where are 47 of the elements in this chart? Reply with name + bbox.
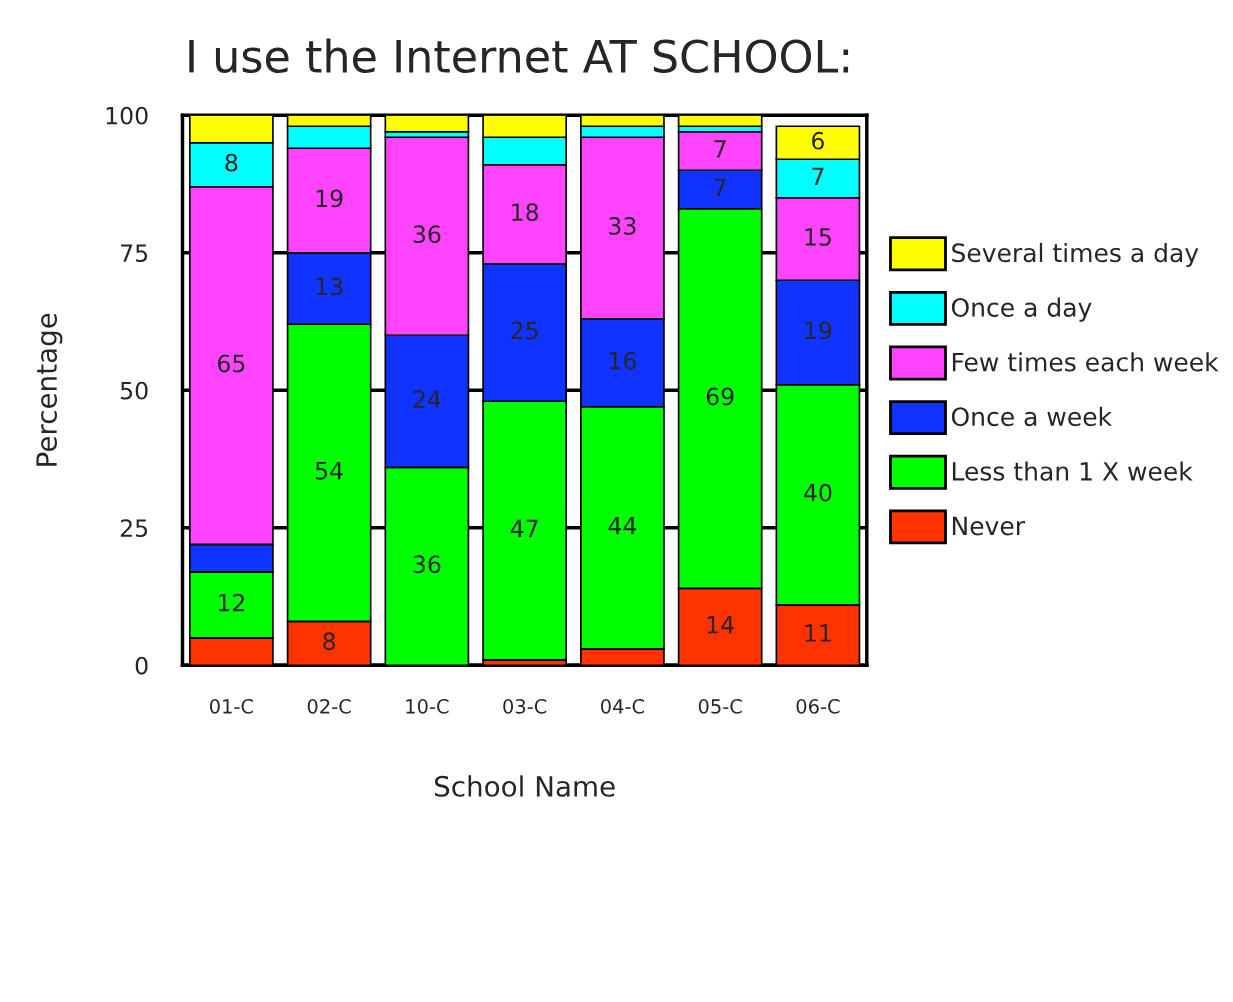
data-label: 7	[714, 178, 726, 197]
data-label: 54	[315, 462, 343, 480]
data-label: 13	[316, 277, 343, 296]
data-label: 14	[707, 616, 734, 634]
x-tick-label: 06-C	[796, 699, 840, 714]
y-axis-title: Percentage	[36, 313, 63, 466]
data-label: 36	[413, 225, 441, 244]
data-label: 47	[510, 519, 538, 538]
data-label: 7	[714, 140, 726, 158]
x-tick-label: 03-C	[503, 699, 547, 714]
y-tick-label: 100	[106, 106, 148, 125]
legend-label: Once a week	[951, 406, 1112, 427]
data-label: 40	[804, 483, 832, 502]
data-label: 18	[512, 203, 539, 222]
legend-label: Few times each week	[952, 352, 1219, 372]
data-label: 11	[805, 624, 831, 642]
y-tick-label: 50	[120, 381, 148, 400]
data-label: 19	[805, 321, 832, 340]
legend-label: Once a day	[951, 297, 1092, 322]
data-label: 36	[413, 555, 441, 574]
data-label: 6	[812, 131, 824, 150]
data-label: 33	[609, 216, 636, 235]
data-label: 16	[609, 351, 636, 370]
legend-label: Less than 1 X week	[952, 461, 1193, 481]
data-label: 19	[316, 189, 343, 208]
data-label: 15	[805, 228, 831, 246]
legend-label: Never	[952, 516, 1026, 536]
x-tick-label: 10-C	[406, 699, 449, 714]
data-label: 65	[217, 354, 245, 373]
legend-label: Several times a day	[952, 242, 1199, 268]
x-tick-label: 01-C	[209, 699, 253, 714]
data-label: 69	[706, 387, 734, 406]
data-label: 25	[511, 321, 538, 340]
x-axis-title: School Name	[434, 775, 615, 797]
data-label: 12	[218, 593, 245, 612]
x-tick-label: 02-C	[307, 699, 351, 714]
data-label: 8	[323, 632, 336, 651]
y-tick-label: 75	[121, 244, 148, 263]
y-tick-label: 25	[120, 519, 148, 538]
x-tick-label: 04-C	[601, 699, 645, 714]
data-label: 7	[812, 167, 824, 186]
data-label: 24	[413, 390, 441, 408]
data-label: 44	[608, 517, 637, 535]
chart-title: I use the Internet AT SCHOOL:	[189, 38, 849, 74]
data-label: 8	[225, 153, 238, 172]
y-tick-label: 0	[135, 656, 148, 675]
x-tick-label: 05-C	[698, 699, 742, 714]
